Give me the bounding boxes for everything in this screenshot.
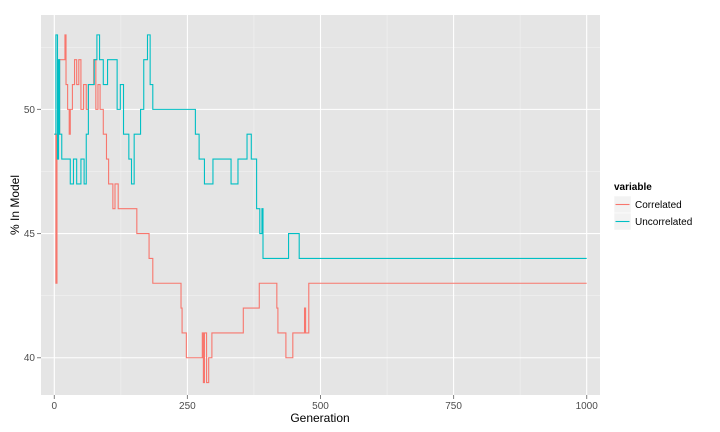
series-line-correlated (54, 34, 587, 384)
legend-label-correlated: Correlated (635, 200, 682, 211)
x-axis-ticks: 0 250 500 750 1000 (52, 395, 599, 412)
x-axis-title: Generation (290, 411, 349, 425)
series-line-uncorrelated (54, 34, 587, 259)
y-tick-label: 40 (24, 353, 36, 364)
legend: variable Correlated Uncorrelated (613, 182, 692, 231)
series-layer (54, 34, 587, 384)
grid-major (41, 15, 600, 395)
y-axis-ticks: 40 45 50 (24, 105, 41, 364)
x-tick-label: 750 (445, 401, 462, 412)
x-tick-label: 250 (179, 401, 196, 412)
legend-label-uncorrelated: Uncorrelated (635, 217, 692, 228)
y-tick-label: 45 (24, 229, 36, 240)
legend-items: Correlated Uncorrelated (613, 195, 692, 231)
legend-title: variable (614, 182, 652, 193)
x-tick-label: 1000 (576, 401, 599, 412)
x-tick-label: 0 (52, 401, 58, 412)
x-tick-label: 500 (312, 401, 329, 412)
y-tick-label: 50 (24, 105, 36, 116)
y-axis-title: % In Model (8, 175, 22, 235)
